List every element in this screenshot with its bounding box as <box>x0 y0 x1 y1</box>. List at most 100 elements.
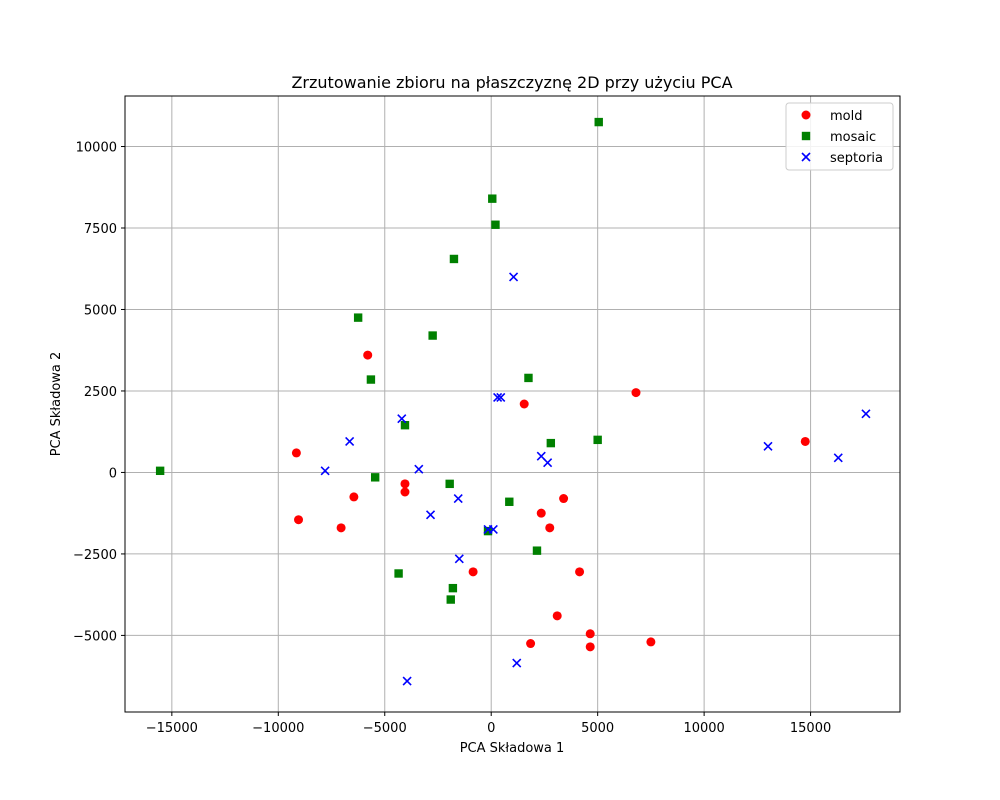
y-axis: −5000 −2500 0 2500 5000 7500 10000 <box>73 141 125 644</box>
point-mold <box>363 350 373 360</box>
series-mold <box>291 350 810 652</box>
point-septoria <box>488 524 498 535</box>
chart-title: Zrzutowanie zbioru na płaszczyznę 2D prz… <box>291 73 732 92</box>
point-mold <box>631 388 641 398</box>
y-tick-label: 7500 <box>84 222 117 237</box>
x-stroke <box>414 464 424 474</box>
point-septoria <box>402 676 412 686</box>
y-tick-label: 2500 <box>84 385 117 400</box>
y-tick-label: −5000 <box>73 629 117 644</box>
x-stroke <box>496 392 506 403</box>
point-mosaic <box>400 420 410 430</box>
x-stroke <box>454 554 464 564</box>
x-stroke <box>425 510 436 520</box>
point-mosaic <box>491 220 500 229</box>
point-septoria <box>833 453 843 463</box>
legend-box <box>785 102 894 171</box>
x-stroke <box>402 676 412 686</box>
legend-marker-mold <box>801 110 811 120</box>
point-mold <box>400 487 410 497</box>
point-septoria <box>543 458 553 468</box>
point-mosaic <box>428 331 437 340</box>
point-septoria <box>425 510 436 520</box>
point-mosaic <box>353 313 363 322</box>
point-mold <box>400 479 410 489</box>
point-mold <box>349 492 359 502</box>
series-septoria <box>320 272 871 686</box>
point-septoria <box>397 414 407 424</box>
y-tick-label: 5000 <box>84 303 117 318</box>
point-mosaic <box>449 254 459 264</box>
point-mold <box>536 508 546 518</box>
point-mold <box>468 567 478 577</box>
x-stroke <box>508 272 519 282</box>
x-stroke <box>397 414 407 424</box>
x-stroke <box>536 451 546 461</box>
x-tick-label: 0 <box>487 721 495 736</box>
data-points <box>155 117 871 686</box>
point-mosaic <box>448 583 458 593</box>
point-septoria <box>454 554 464 564</box>
point-mosaic <box>593 435 602 445</box>
x-stroke <box>512 658 522 668</box>
point-mold <box>519 399 529 409</box>
x-stroke <box>345 436 355 447</box>
x-stroke <box>861 409 871 419</box>
legend-label-mosaic: mosaic <box>830 130 876 145</box>
x-stroke <box>543 458 553 468</box>
point-septoria <box>763 441 773 451</box>
x-stroke <box>453 493 463 504</box>
x-tick-label: 10000 <box>683 721 724 736</box>
point-mold <box>545 523 555 533</box>
legend-label-septoria: septoria <box>830 151 883 166</box>
point-mold <box>294 515 304 525</box>
y-tick-label: 0 <box>109 466 117 481</box>
point-mosaic <box>446 595 455 604</box>
x-stroke <box>763 441 773 451</box>
point-mosaic <box>505 497 514 506</box>
legend-marker-septoria <box>801 152 811 162</box>
x-tick-label: 15000 <box>790 721 831 736</box>
x-axis: −15000 −10000 −5000 0 5000 10000 15000 <box>146 712 831 736</box>
legend-marker-mosaic <box>801 131 811 141</box>
point-septoria <box>508 272 519 282</box>
point-septoria <box>453 493 463 504</box>
point-septoria <box>512 658 522 668</box>
point-septoria <box>320 466 330 476</box>
point-mold <box>559 494 569 504</box>
point-mold <box>336 523 346 533</box>
x-axis-title: PCA Składowa 1 <box>460 741 565 756</box>
y-tick-label: −2500 <box>73 548 117 563</box>
point-septoria <box>493 392 503 403</box>
point-mosaic <box>546 438 556 448</box>
x-stroke <box>833 453 843 463</box>
x-stroke <box>801 152 811 162</box>
point-mold <box>552 611 562 621</box>
x-stroke <box>488 524 498 535</box>
y-tick-label: 10000 <box>76 141 117 156</box>
point-mosaic <box>445 479 454 489</box>
legend-label-mold: mold <box>830 109 862 124</box>
point-mosaic <box>155 466 165 476</box>
point-mold <box>575 567 585 577</box>
x-tick-label: −5000 <box>363 721 407 736</box>
point-mold <box>646 637 656 647</box>
point-septoria <box>414 464 424 474</box>
point-mosaic <box>524 373 533 383</box>
point-septoria <box>861 409 871 419</box>
point-mosaic <box>394 569 403 578</box>
x-stroke <box>493 392 503 403</box>
point-mosaic <box>532 546 542 555</box>
point-mosaic <box>370 473 380 482</box>
x-tick-label: 5000 <box>581 721 614 736</box>
y-axis-title: PCA Składowa 2 <box>49 352 64 457</box>
point-mosaic <box>483 526 493 536</box>
point-mosaic <box>488 194 497 203</box>
point-mosaic <box>594 117 603 127</box>
x-stroke <box>320 466 330 476</box>
point-mold <box>585 642 595 652</box>
x-tick-label: −15000 <box>146 721 198 736</box>
point-mold <box>526 639 536 649</box>
point-septoria <box>345 436 355 447</box>
